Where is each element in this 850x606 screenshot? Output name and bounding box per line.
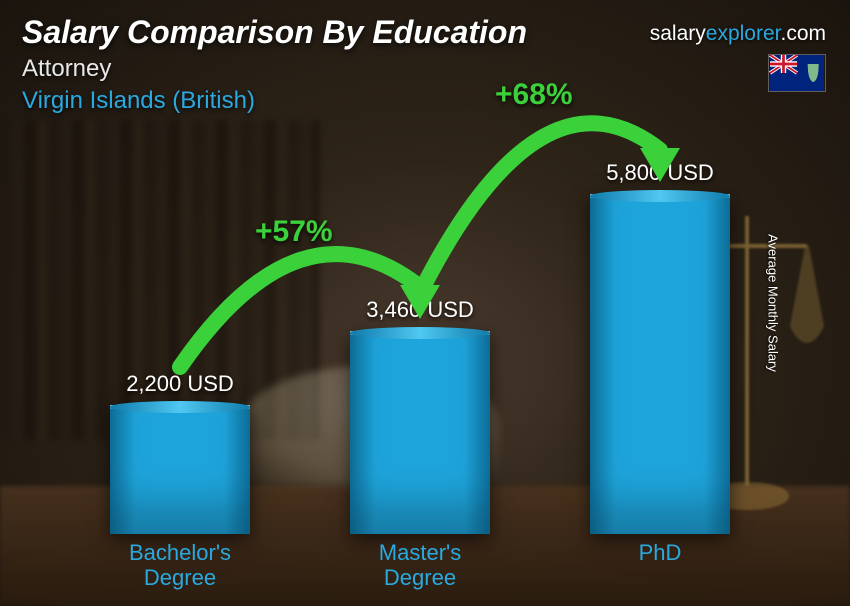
bar-value-label: 5,800 USD [606, 160, 714, 186]
jump-label: +57% [255, 215, 333, 249]
bar-chart: 2,200 USD 3,460 USD 5,800 USD [60, 134, 780, 534]
category-labels: Bachelor's Degree Master's Degree PhD [60, 540, 780, 592]
category-label: Master's Degree [320, 540, 520, 592]
chart-location: Virgin Islands (British) [22, 87, 828, 115]
bar-group: 3,460 USD [350, 297, 490, 534]
branding-prefix: salary [650, 22, 706, 45]
branding-accent: explorer [706, 22, 781, 45]
bar [350, 331, 490, 534]
bar-group: 5,800 USD [590, 160, 730, 534]
chart-subtitle: Attorney [22, 55, 828, 83]
category-label: Bachelor's Degree [80, 540, 280, 592]
bar-value-label: 2,200 USD [126, 371, 234, 397]
bar [110, 405, 250, 534]
flag-icon [768, 54, 826, 92]
bar-group: 2,200 USD [110, 371, 250, 534]
bar [590, 194, 730, 534]
branding: salaryexplorer.com [650, 22, 826, 46]
branding-suffix: .com [780, 22, 826, 45]
jump-label: +68% [495, 78, 573, 112]
bar-value-label: 3,460 USD [366, 297, 474, 323]
category-label: PhD [560, 540, 760, 592]
